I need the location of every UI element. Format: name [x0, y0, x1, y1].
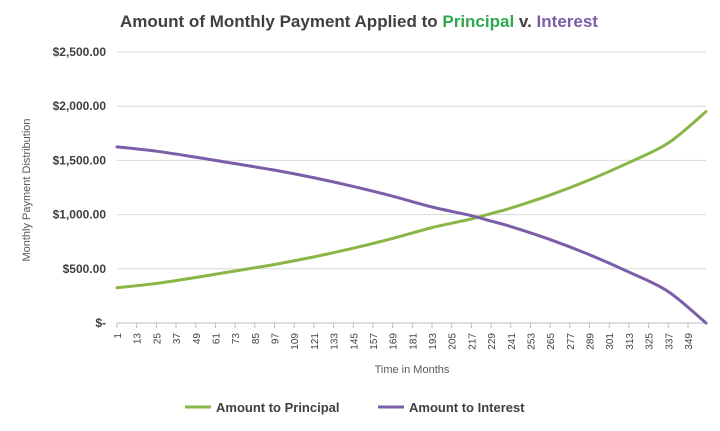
x-tick-label: 217	[467, 333, 478, 350]
x-tick-label: 145	[349, 333, 360, 350]
x-tick-label: 85	[251, 333, 262, 345]
x-tick-label: 181	[408, 333, 419, 350]
axes	[116, 322, 706, 328]
y-axis-title: Monthly Payment Distribution	[21, 118, 33, 261]
x-tick-label: 169	[389, 333, 400, 350]
x-tick-label: 61	[211, 333, 222, 345]
title-connector: v.	[514, 12, 537, 31]
x-tick-label: 301	[605, 333, 616, 350]
x-axis-title: Time in Months	[375, 364, 450, 376]
series-line-amount-to-principal	[115, 110, 708, 290]
y-tick-labels: $- $500.00 $1,000.00 $1,500.00 $2,000.00 $2,5…	[53, 45, 107, 330]
x-tick-label: 37	[172, 333, 183, 345]
y-tick-label: $2,500.00	[53, 45, 107, 59]
x-tick-label: 109	[290, 333, 301, 350]
x-tick-label: 205	[448, 333, 459, 350]
x-tick-label: 121	[310, 333, 321, 350]
x-tick-label: 349	[684, 333, 695, 350]
x-tick-label: 193	[428, 333, 439, 350]
x-tick-label: 337	[664, 333, 675, 350]
y-tick-label: $-	[95, 316, 106, 330]
y-tick-label: $1,000.00	[53, 208, 107, 222]
x-tick-label: 253	[526, 333, 537, 350]
x-tick-label: 13	[133, 333, 144, 345]
x-tick-label: 289	[586, 333, 597, 350]
chart-title: Amount of Monthly Payment Applied to Pri…	[120, 12, 598, 32]
x-tick-label: 325	[645, 333, 656, 350]
gridlines	[117, 51, 706, 270]
series-lines	[115, 110, 708, 325]
legend-label-amount-to-principal: Amount to Principal	[216, 400, 340, 415]
x-tick-label: 1	[113, 333, 124, 339]
title-interest: Interest	[536, 12, 598, 31]
legend: Amount to Principal Amount to Interest	[185, 400, 525, 415]
x-tick-label: 73	[231, 333, 242, 345]
y-tick-label: $1,500.00	[53, 153, 107, 167]
x-tick-label: 265	[546, 333, 557, 350]
y-tick-label: $500.00	[63, 262, 107, 276]
x-tick-label: 241	[507, 333, 518, 350]
y-tick-label: $2,000.00	[53, 99, 107, 113]
title-prefix: Amount of Monthly Payment Applied to	[120, 12, 443, 31]
x-tick-label: 313	[625, 333, 636, 350]
x-tick-label: 277	[566, 333, 577, 350]
legend-label-amount-to-interest: Amount to Interest	[409, 400, 525, 415]
x-tick-labels: 1 13 25 37 49 61 73 85 97 109 121 133 145 157 169 181 19…	[113, 333, 695, 350]
x-tick-label: 157	[369, 333, 380, 350]
x-tick-label: 229	[487, 333, 498, 350]
x-tick-label: 97	[271, 333, 282, 345]
x-tick-label: 25	[152, 333, 163, 345]
x-tick-label: 133	[330, 333, 341, 350]
series-line-amount-to-interest	[115, 145, 708, 325]
title-principal: Principal	[442, 12, 515, 31]
x-tick-label: 49	[192, 333, 203, 345]
